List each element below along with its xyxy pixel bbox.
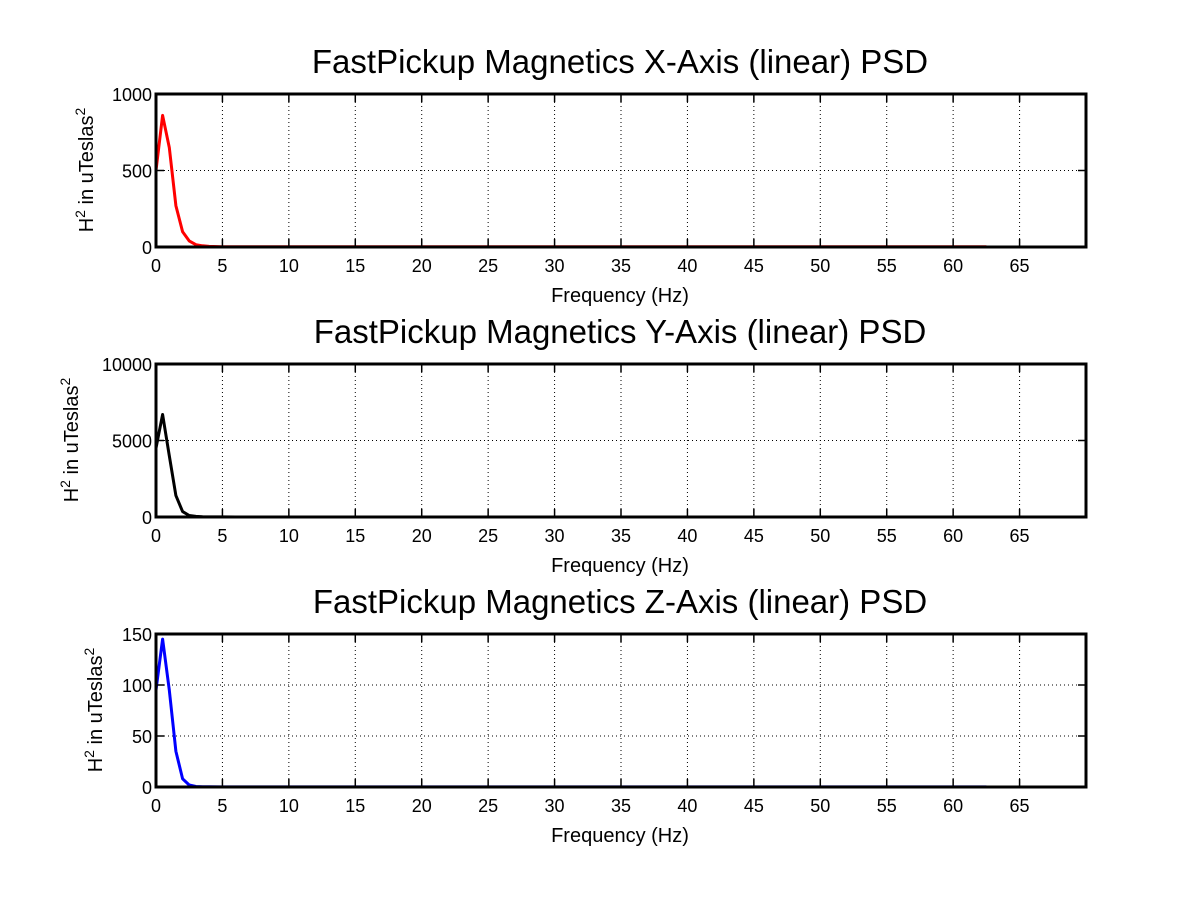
x-tick-label: 5: [217, 256, 227, 276]
y-axis-label-sup: 2: [81, 750, 97, 758]
x-tick-label: 35: [611, 526, 631, 546]
x-tick-label: 60: [943, 526, 963, 546]
series-line: [154, 113, 987, 249]
x-tick-label: 35: [611, 256, 631, 276]
y-axis-label-sup: 2: [72, 210, 88, 218]
y-axis-label-h: H: [76, 218, 98, 232]
y-axis-psd-subplot: FastPickup Magnetics Y-Axis (linear) PSD…: [57, 313, 1088, 577]
x-tick-label: 45: [744, 526, 764, 546]
y-axis-label-sup2: 2: [72, 108, 88, 116]
y-tick-label: 50: [132, 727, 152, 747]
z-axis-psd-subplot: FastPickup Magnetics Z-Axis (linear) PSD…: [81, 583, 1088, 847]
x-tick-label: 40: [677, 526, 697, 546]
y-axis-label-sup2: 2: [57, 378, 73, 386]
x-tick-label: 15: [345, 256, 365, 276]
x-tick-label: 30: [545, 526, 565, 546]
x-tick-label: 10: [279, 796, 299, 816]
x-tick-label: 65: [1010, 526, 1030, 546]
x-axis-psd-subplot: FastPickup Magnetics X-Axis (linear) PSD…: [72, 43, 1088, 307]
y-tick-label: 150: [122, 625, 152, 645]
x-tick-label: 45: [744, 256, 764, 276]
x-tick-label: 10: [279, 526, 299, 546]
x-tick-label: 50: [810, 526, 830, 546]
y-axis-label-sup2: 2: [81, 648, 97, 656]
x-tick-label: 55: [877, 256, 897, 276]
y-axis-label: H2 in uTeslas2: [57, 378, 83, 503]
x-tick-label: 5: [217, 526, 227, 546]
series-line: [154, 413, 987, 519]
x-tick-label: 50: [810, 796, 830, 816]
x-tick-label: 0: [151, 256, 161, 276]
x-tick-label: 65: [1010, 796, 1030, 816]
x-tick-label: 25: [478, 256, 498, 276]
x-tick-label: 40: [677, 256, 697, 276]
y-axis-label-sup: 2: [57, 480, 73, 488]
x-tick-label: 60: [943, 256, 963, 276]
chart-title: FastPickup Magnetics X-Axis (linear) PSD: [312, 43, 928, 80]
x-axis-label: Frequency (Hz): [551, 825, 689, 847]
y-tick-label: 1000: [112, 85, 152, 105]
x-tick-label: 55: [877, 796, 897, 816]
x-tick-label: 45: [744, 796, 764, 816]
x-tick-label: 60: [943, 796, 963, 816]
x-axis-label: Frequency (Hz): [551, 555, 689, 577]
y-axis-label-h: H: [61, 488, 83, 502]
x-tick-label: 10: [279, 256, 299, 276]
x-tick-label: 0: [151, 526, 161, 546]
x-tick-label: 50: [810, 256, 830, 276]
y-axis-label-unit: in uTeslas: [76, 116, 98, 211]
chart-title: FastPickup Magnetics Z-Axis (linear) PSD: [313, 583, 927, 620]
y-tick-label: 500: [122, 162, 152, 182]
x-tick-label: 65: [1010, 256, 1030, 276]
x-tick-label: 40: [677, 796, 697, 816]
x-tick-label: 30: [545, 256, 565, 276]
y-axis-label: H2 in uTeslas2: [72, 108, 98, 233]
y-tick-label: 10000: [102, 355, 152, 375]
x-axis-label: Frequency (Hz): [551, 285, 689, 307]
y-tick-label: 0: [142, 508, 152, 528]
y-axis-label-h: H: [85, 758, 107, 772]
y-tick-label: 0: [142, 778, 152, 798]
y-axis-label: H2 in uTeslas2: [81, 648, 107, 773]
x-tick-label: 5: [217, 796, 227, 816]
y-tick-label: 0: [142, 238, 152, 258]
x-tick-label: 20: [412, 526, 432, 546]
x-tick-label: 15: [345, 526, 365, 546]
y-tick-label: 5000: [112, 432, 152, 452]
x-tick-label: 0: [151, 796, 161, 816]
y-axis-label-unit: in uTeslas: [61, 386, 83, 481]
x-tick-label: 20: [412, 796, 432, 816]
y-axis-label-unit: in uTeslas: [85, 656, 107, 751]
x-tick-label: 25: [478, 526, 498, 546]
x-tick-label: 25: [478, 796, 498, 816]
x-tick-label: 35: [611, 796, 631, 816]
chart-title: FastPickup Magnetics Y-Axis (linear) PSD: [314, 313, 927, 350]
y-tick-label: 100: [122, 676, 152, 696]
series-line: [154, 637, 987, 789]
x-tick-label: 55: [877, 526, 897, 546]
x-tick-label: 30: [545, 796, 565, 816]
x-tick-label: 15: [345, 796, 365, 816]
x-tick-label: 20: [412, 256, 432, 276]
